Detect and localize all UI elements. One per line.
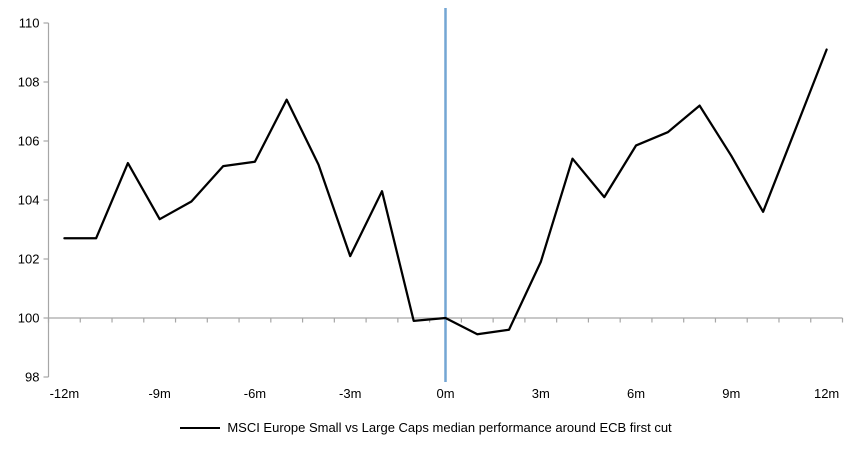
x-axis-tick-label: -3m — [339, 386, 361, 401]
y-axis-tick-label: 108 — [18, 75, 40, 90]
y-axis-tick-label: 100 — [18, 311, 40, 326]
x-axis-tick-label: 9m — [722, 386, 740, 401]
chart-legend: MSCI Europe Small vs Large Caps median p… — [0, 420, 852, 435]
x-axis-tick-label: 6m — [627, 386, 645, 401]
x-axis-tick-label: 3m — [532, 386, 550, 401]
x-axis-tick-label: -9m — [148, 386, 170, 401]
y-axis-tick-label: 104 — [18, 193, 40, 208]
x-axis-tick-label: 12m — [814, 386, 839, 401]
line-chart: 98 100 102 104 106 108 110 -12m -9m -6m -3m 0m 3m 6m 9… — [18, 8, 844, 401]
y-axis-tick-label: 106 — [18, 134, 40, 149]
x-axis-tick-label: 0m — [436, 386, 454, 401]
series-line — [63, 48, 828, 336]
x-axis-tick-label: -12m — [50, 386, 80, 401]
legend-line-sample — [180, 426, 221, 429]
legend-series-label: MSCI Europe Small vs Large Caps median p… — [227, 420, 672, 435]
y-axis-tick-label: 102 — [18, 252, 40, 267]
y-axis-tick-label: 98 — [25, 370, 39, 385]
y-axis-tick-label: 110 — [19, 16, 40, 31]
x-axis-tick-label: -6m — [244, 386, 266, 401]
